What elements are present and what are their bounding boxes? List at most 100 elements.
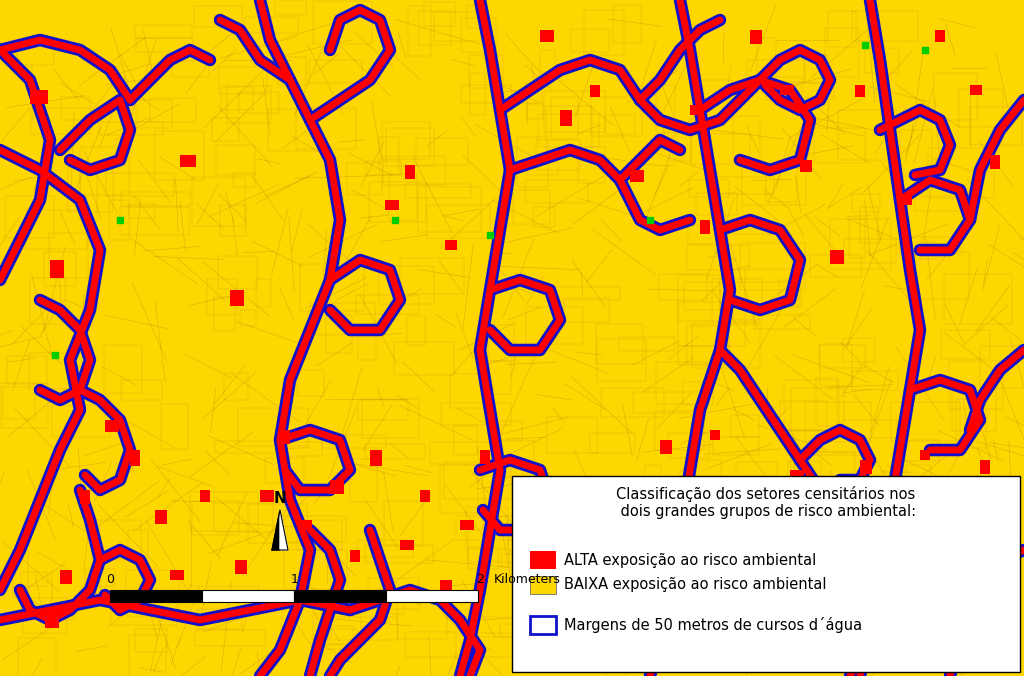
- Bar: [525, 306, 583, 344]
- Bar: [407, 316, 425, 345]
- Bar: [135, 25, 193, 39]
- Bar: [496, 441, 534, 477]
- Bar: [842, 420, 897, 438]
- Bar: [660, 440, 672, 454]
- Bar: [470, 72, 485, 115]
- Bar: [383, 156, 445, 185]
- Bar: [5, 196, 53, 239]
- Bar: [524, 83, 542, 103]
- Bar: [792, 388, 844, 431]
- Bar: [218, 256, 257, 289]
- Bar: [331, 617, 397, 639]
- Bar: [731, 415, 759, 437]
- Bar: [755, 585, 771, 614]
- Bar: [385, 200, 399, 210]
- Bar: [524, 180, 588, 203]
- Bar: [468, 531, 516, 562]
- Bar: [678, 301, 745, 346]
- Bar: [300, 264, 364, 311]
- Bar: [852, 11, 919, 41]
- Bar: [525, 103, 543, 119]
- Bar: [513, 190, 551, 224]
- Bar: [540, 50, 555, 72]
- Bar: [766, 166, 797, 202]
- Bar: [18, 638, 55, 676]
- Bar: [207, 279, 237, 314]
- Bar: [370, 183, 426, 222]
- Bar: [750, 30, 762, 44]
- Bar: [560, 110, 572, 126]
- Bar: [790, 587, 836, 626]
- Bar: [202, 590, 294, 602]
- Bar: [601, 388, 665, 416]
- Bar: [563, 299, 608, 322]
- Bar: [578, 513, 624, 557]
- Bar: [434, 12, 483, 41]
- Bar: [980, 346, 1024, 388]
- Bar: [816, 379, 837, 426]
- Bar: [748, 606, 785, 629]
- Bar: [689, 180, 729, 197]
- Bar: [527, 162, 558, 175]
- Bar: [990, 155, 1000, 169]
- Text: 2: 2: [476, 573, 484, 586]
- Bar: [6, 356, 47, 385]
- Bar: [509, 550, 567, 564]
- Bar: [678, 346, 731, 365]
- Bar: [780, 85, 794, 95]
- Bar: [85, 569, 116, 586]
- Bar: [751, 603, 770, 629]
- Bar: [900, 130, 932, 176]
- Bar: [406, 165, 415, 179]
- Bar: [755, 315, 810, 329]
- Bar: [472, 617, 518, 633]
- Bar: [805, 55, 828, 83]
- Bar: [12, 550, 28, 596]
- Bar: [530, 551, 556, 569]
- Bar: [881, 565, 950, 597]
- Bar: [32, 107, 91, 134]
- Bar: [688, 225, 725, 244]
- Bar: [760, 499, 798, 516]
- Bar: [180, 155, 196, 167]
- Bar: [889, 548, 916, 587]
- Bar: [820, 344, 852, 386]
- Bar: [900, 195, 912, 205]
- Bar: [779, 281, 801, 307]
- Bar: [30, 90, 48, 104]
- Bar: [386, 590, 478, 602]
- Bar: [547, 417, 597, 453]
- Bar: [920, 242, 936, 258]
- Bar: [1, 383, 48, 427]
- Bar: [843, 338, 876, 362]
- Bar: [829, 219, 891, 269]
- Bar: [532, 207, 555, 227]
- Bar: [643, 554, 696, 576]
- Bar: [733, 116, 760, 162]
- Bar: [467, 5, 482, 28]
- Text: Kilometers: Kilometers: [494, 573, 561, 586]
- Bar: [766, 77, 802, 100]
- Bar: [11, 41, 54, 66]
- Bar: [296, 108, 356, 149]
- Polygon shape: [272, 510, 280, 550]
- Text: Classificação dos setores censitários nos
 dois grandes grupos de risco ambienta: Classificação dos setores censitários no…: [616, 486, 916, 519]
- Text: 1: 1: [291, 573, 299, 586]
- Bar: [502, 554, 528, 566]
- Bar: [455, 426, 477, 455]
- Bar: [189, 586, 259, 602]
- Bar: [284, 442, 323, 456]
- Bar: [970, 107, 1022, 145]
- Bar: [384, 502, 423, 546]
- Bar: [416, 138, 468, 166]
- Bar: [687, 245, 749, 270]
- Bar: [733, 308, 759, 320]
- Bar: [898, 440, 939, 462]
- Text: BAIXA exposição ao risco ambiental: BAIXA exposição ao risco ambiental: [564, 577, 826, 592]
- Bar: [214, 503, 272, 532]
- Bar: [379, 137, 399, 174]
- Bar: [680, 490, 694, 502]
- Bar: [214, 297, 234, 331]
- Bar: [586, 616, 609, 633]
- Bar: [751, 483, 772, 525]
